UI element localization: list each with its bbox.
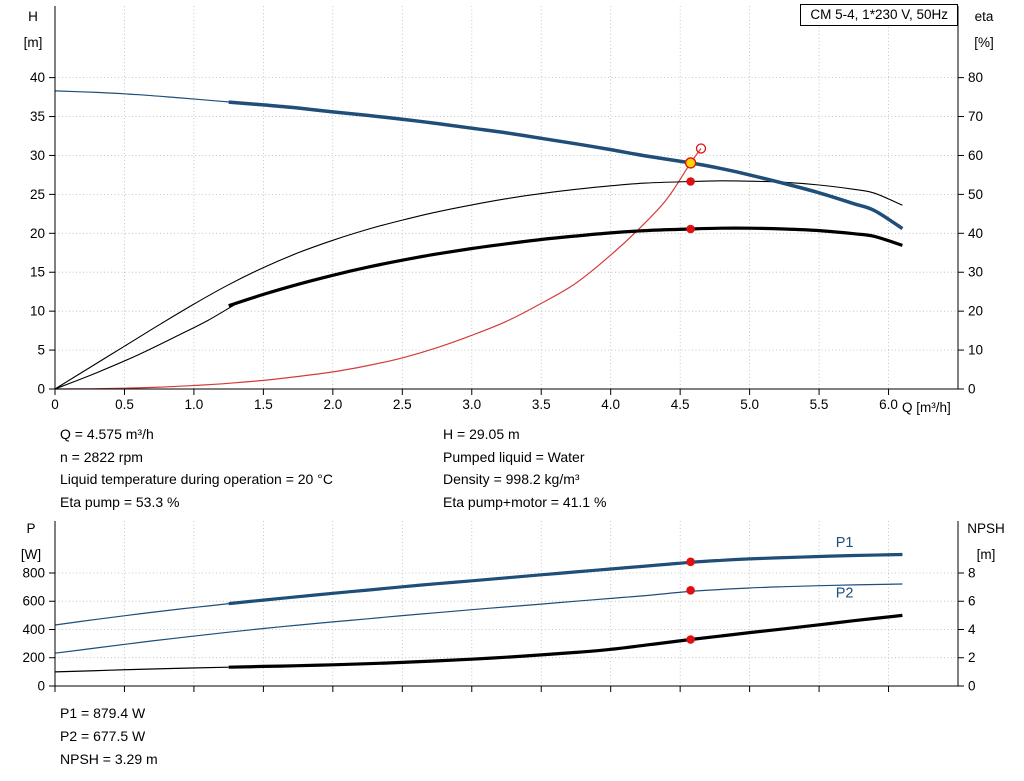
h-axis-label: H [m] xyxy=(14,4,52,56)
svg-text:35: 35 xyxy=(30,109,45,124)
svg-text:10: 10 xyxy=(968,343,983,358)
svg-text:3.0: 3.0 xyxy=(462,397,481,412)
svg-text:0: 0 xyxy=(968,679,976,694)
eta-axis-symbol: eta xyxy=(974,9,994,24)
svg-text:15: 15 xyxy=(30,265,45,280)
svg-text:2.0: 2.0 xyxy=(323,397,342,412)
duty-info-right: H = 29.05 m Pumped liquid = Water Densit… xyxy=(443,423,606,513)
svg-text:30: 30 xyxy=(30,148,45,163)
power-npsh-chart: 0 200 400 600 800 0 2 4 6 8 P1 P2 xyxy=(22,521,976,694)
svg-text:5: 5 xyxy=(37,343,45,358)
info-line-eta-pump-motor: Eta pump+motor = 41.1 % xyxy=(443,493,607,510)
svg-text:200: 200 xyxy=(22,650,45,665)
svg-text:30: 30 xyxy=(968,265,983,280)
svg-text:4.5: 4.5 xyxy=(671,397,690,412)
info-line-p2: P2 = 677.5 W xyxy=(60,728,146,744)
svg-text:20: 20 xyxy=(968,304,983,319)
info-line-liquid: Pumped liquid = Water xyxy=(443,448,585,465)
eta-axis-label: eta [%] xyxy=(964,4,1004,56)
h-axis-symbol: H xyxy=(28,9,38,24)
svg-text:1.5: 1.5 xyxy=(254,397,273,412)
svg-text:6.0: 6.0 xyxy=(879,397,898,412)
svg-text:600: 600 xyxy=(22,594,45,609)
info-line-q: Q = 4.575 m³/h xyxy=(60,426,154,442)
info-line-temperature: Liquid temperature during operation = 20… xyxy=(60,471,333,487)
svg-text:4: 4 xyxy=(968,622,976,637)
svg-text:25: 25 xyxy=(30,187,45,202)
svg-text:P2: P2 xyxy=(836,585,854,601)
chart-title-box: CM 5-4, 1*230 V, 50Hz xyxy=(800,4,958,26)
svg-text:P1: P1 xyxy=(836,535,854,551)
svg-text:10: 10 xyxy=(30,304,45,319)
svg-text:40: 40 xyxy=(968,226,983,241)
svg-text:60: 60 xyxy=(968,148,983,163)
svg-text:1.0: 1.0 xyxy=(185,397,204,412)
info-line-eta-pump: Eta pump = 53.3 % xyxy=(60,493,180,510)
svg-text:0: 0 xyxy=(37,679,45,694)
svg-text:0: 0 xyxy=(37,382,45,397)
svg-text:400: 400 xyxy=(22,622,45,637)
svg-text:80: 80 xyxy=(968,70,983,85)
svg-text:70: 70 xyxy=(968,109,983,124)
info-line-p1: P1 = 879.4 W xyxy=(60,705,146,721)
svg-text:6: 6 xyxy=(968,594,976,609)
h-axis-unit: [m] xyxy=(23,35,43,50)
q-axis-label: Q [m³/h] xyxy=(902,400,951,415)
svg-text:40: 40 xyxy=(30,70,45,85)
svg-text:5.0: 5.0 xyxy=(740,397,759,412)
duty-info-left: Q = 4.575 m³/h n = 2822 rpm Liquid tempe… xyxy=(60,423,333,513)
info-line-speed: n = 2822 rpm xyxy=(60,448,143,465)
svg-text:3.5: 3.5 xyxy=(532,397,551,412)
info-line-density: Density = 998.2 kg/m³ xyxy=(443,471,580,487)
svg-text:50: 50 xyxy=(968,187,983,202)
svg-text:0.5: 0.5 xyxy=(115,397,134,412)
svg-text:5.5: 5.5 xyxy=(810,397,829,412)
svg-text:2: 2 xyxy=(968,650,976,665)
npsh-axis-symbol: NPSH xyxy=(967,521,1005,536)
info-line-h: H = 29.05 m xyxy=(443,426,520,442)
eta-axis-unit: [%] xyxy=(974,35,994,50)
info-line-npsh: NPSH = 3.29 m xyxy=(60,751,158,767)
p-axis-label: P [W] xyxy=(12,516,50,568)
svg-text:8: 8 xyxy=(968,565,976,580)
svg-text:800: 800 xyxy=(22,565,45,580)
power-info: P1 = 879.4 W P2 = 677.5 W NPSH = 3.29 m xyxy=(60,702,158,771)
svg-text:2.5: 2.5 xyxy=(393,397,412,412)
p-axis-symbol: P xyxy=(26,521,36,536)
svg-text:4.0: 4.0 xyxy=(601,397,620,412)
p-axis-unit: [W] xyxy=(20,547,42,562)
svg-text:20: 20 xyxy=(30,226,45,241)
npsh-axis-label: NPSH [m] xyxy=(958,516,1014,568)
svg-text:0: 0 xyxy=(968,382,976,397)
npsh-axis-unit: [m] xyxy=(976,547,996,562)
qh-eta-chart: 0 5 10 15 20 25 30 35 40 0 10 20 30 40 50 60 70 80 0 0.5 1.0… xyxy=(30,6,983,412)
svg-text:0: 0 xyxy=(51,397,59,412)
